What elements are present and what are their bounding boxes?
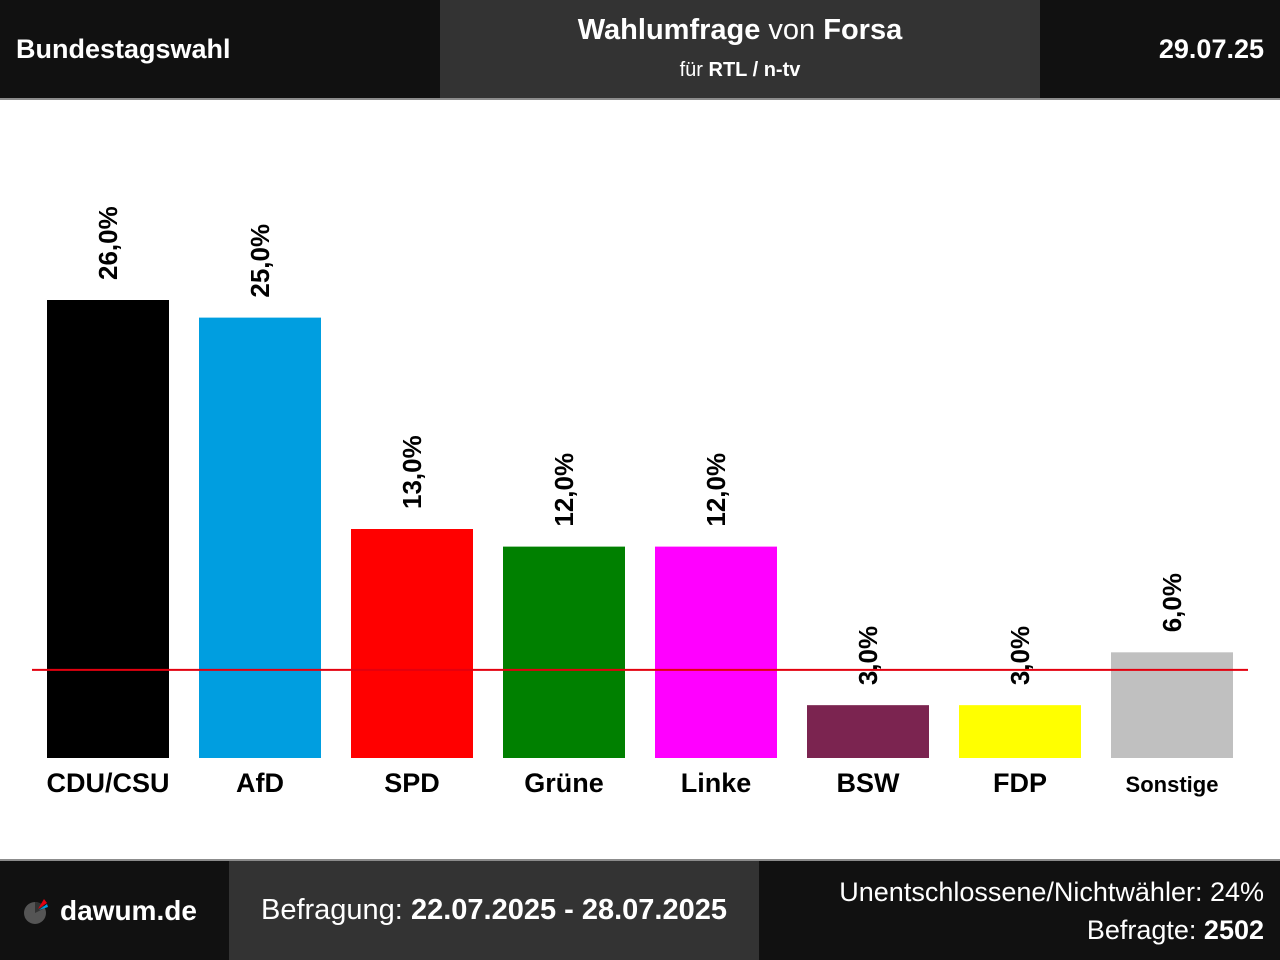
poll-title-word: Wahlumfrage	[577, 14, 761, 46]
value-label: 26,0%	[93, 206, 123, 280]
category-label: Grüne	[524, 768, 604, 798]
undecided-share: Unentschlossene/Nichtwähler: 24%	[839, 877, 1264, 907]
election-type: Bundestagswahl	[16, 34, 231, 64]
category-label: Sonstige	[1126, 772, 1219, 797]
bar-sonstige	[1111, 652, 1233, 758]
bar-bsw	[807, 705, 929, 758]
header-divider	[0, 98, 1280, 100]
survey-period-label: Befragung:	[260, 894, 403, 926]
poll-title: Wahlumfrage von Forsa	[440, 14, 1040, 47]
respondents-label: Befragte:	[1086, 915, 1197, 945]
poll-client: für RTL / n-tv	[440, 59, 1040, 82]
poll-bar-chart: 26,0% 25,0% 13,0% 12,0% 12,0% 3,0% 3,0% 6,0% CD…	[32, 206, 1248, 798]
value-label: 6,0%	[1157, 573, 1187, 632]
pollster-name: Forsa	[823, 14, 903, 46]
logo-text: dawum.de	[60, 894, 197, 926]
category-label: FDP	[993, 768, 1047, 798]
respondents-count: 2502	[1203, 915, 1264, 945]
client-name: RTL / n-tv	[708, 59, 801, 81]
bar-afd	[199, 317, 321, 758]
value-label: 12,0%	[549, 453, 579, 527]
respondents: Befragte: 2502	[1087, 915, 1264, 946]
category-labels-group: CDU/CSU AfD SPD Grüne Linke BSW FDP Sonstige	[46, 768, 1218, 798]
value-label: 3,0%	[1005, 626, 1035, 685]
bar-grüne	[503, 546, 625, 758]
poll-date: 29.07.25	[1158, 34, 1264, 64]
bar-spd	[351, 529, 473, 758]
header-bar: Bundestagswahl Wahlumfrage von Forsa für…	[0, 0, 1280, 98]
pie-logo-icon	[24, 898, 48, 924]
footer-divider	[0, 859, 1280, 861]
category-label: AfD	[236, 768, 284, 798]
bar-linke	[655, 546, 777, 758]
category-label: SPD	[384, 768, 440, 798]
dawum-logo[interactable]: dawum.de	[22, 861, 197, 960]
survey-period: Befragung: 22.07.2025 - 28.07.2025	[229, 861, 759, 960]
category-label: BSW	[837, 768, 901, 798]
value-label: 25,0%	[245, 224, 275, 298]
client-prefix: für	[679, 59, 703, 81]
survey-period-value: 22.07.2025 - 28.07.2025	[410, 894, 727, 926]
category-label: Linke	[681, 768, 752, 798]
bar-cdu-csu	[47, 300, 169, 758]
poll-title-box: Wahlumfrage von Forsa für RTL / n-tv	[440, 0, 1040, 98]
value-label: 12,0%	[701, 453, 731, 527]
bars-group	[47, 300, 1233, 758]
bar-fdp	[959, 705, 1081, 758]
value-label: 13,0%	[397, 435, 427, 509]
footer-bar: dawum.de Befragung: 22.07.2025 - 28.07.2…	[0, 861, 1280, 960]
category-label: CDU/CSU	[46, 768, 169, 798]
poll-title-connector: von	[768, 14, 816, 46]
value-label: 3,0%	[853, 626, 883, 685]
value-labels-group: 26,0% 25,0% 13,0% 12,0% 12,0% 3,0% 3,0% 6,0%	[93, 206, 1187, 685]
